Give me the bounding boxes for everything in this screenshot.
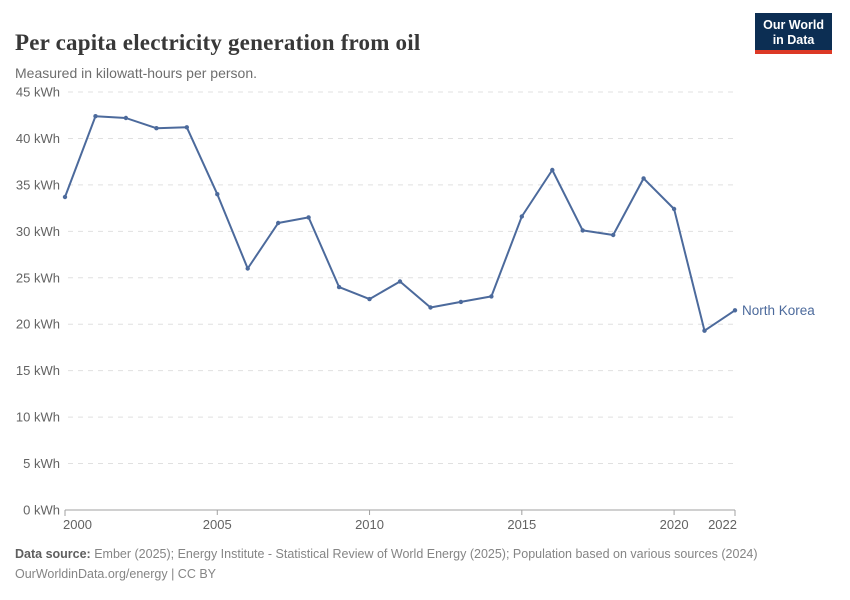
chart-footer: Data source: Ember (2025); Energy Instit… <box>15 544 758 584</box>
data-point <box>671 206 677 212</box>
x-tick-label: 2005 <box>203 517 232 532</box>
x-tick-label: 2022 <box>708 517 737 532</box>
data-point <box>428 305 433 310</box>
data-line <box>64 115 736 332</box>
data-point <box>215 192 220 197</box>
y-tick-label: 20 kWh <box>16 317 60 332</box>
footer-source-line: Data source: Ember (2025); Energy Instit… <box>15 544 758 564</box>
data-point <box>732 308 738 313</box>
footer-license-line: OurWorldinData.org/energy | CC BY <box>15 567 217 581</box>
data-point <box>154 126 159 131</box>
data-point <box>245 266 250 271</box>
data-point <box>550 167 555 173</box>
footer-source-label: Data source: <box>15 547 91 561</box>
data-point <box>397 279 403 284</box>
chart-subtitle: Measured in kilowatt-hours per person. <box>15 65 258 81</box>
owid-logo[interactable]: Our World in Data <box>755 13 832 54</box>
owid-logo-line1: Our World <box>763 18 824 32</box>
y-tick-label: 30 kWh <box>16 224 60 239</box>
x-tick-label: 2010 <box>355 517 384 532</box>
owid-logo-line2: in Data <box>772 32 815 47</box>
y-tick-label: 10 kWh <box>16 410 60 425</box>
x-tick-label: 2020 <box>660 517 689 532</box>
series-label-north-korea: North Korea <box>742 303 815 318</box>
data-point <box>458 299 464 305</box>
data-point <box>519 214 524 219</box>
y-tick-label: 25 kWh <box>16 270 60 285</box>
chart-title: Per capita electricity generation from o… <box>15 30 421 56</box>
x-tick-label: 2015 <box>507 517 536 532</box>
data-point <box>184 125 189 130</box>
data-point <box>276 220 281 226</box>
data-point <box>641 176 646 181</box>
data-point <box>580 228 585 233</box>
data-point <box>123 115 129 121</box>
x-tick-label: 2000 <box>63 517 92 532</box>
data-point <box>367 296 372 302</box>
footer-source-text: Ember (2025); Energy Institute - Statist… <box>94 547 758 561</box>
y-tick-label: 40 kWh <box>16 131 60 146</box>
y-tick-label: 0 kWh <box>23 503 60 518</box>
y-tick-label: 45 kWh <box>16 85 60 100</box>
data-point <box>336 284 342 290</box>
data-point <box>702 328 707 333</box>
data-point <box>62 194 68 200</box>
y-tick-label: 5 kWh <box>23 456 60 471</box>
y-tick-label: 35 kWh <box>16 177 60 192</box>
data-point <box>93 114 98 119</box>
data-point <box>489 294 494 299</box>
y-tick-label: 15 kWh <box>16 363 60 378</box>
data-point <box>306 215 311 220</box>
data-point <box>611 232 616 238</box>
